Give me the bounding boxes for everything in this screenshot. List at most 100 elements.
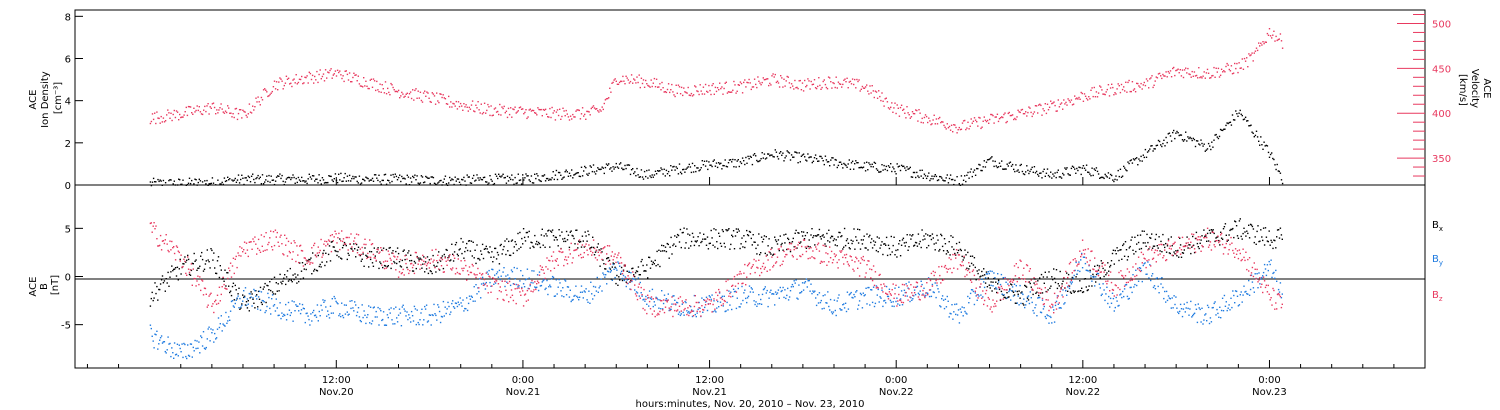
data-point: [357, 234, 360, 236]
data-point: [837, 164, 840, 167]
data-point: [264, 249, 266, 252]
data-point: [1120, 249, 1122, 251]
data-point: [403, 249, 405, 251]
data-point: [940, 233, 942, 236]
data-point: [1019, 111, 1021, 114]
data-point: [616, 269, 618, 271]
data-point: [274, 310, 277, 312]
data-point: [843, 79, 845, 81]
data-point: [1047, 289, 1049, 291]
data-point: [1262, 239, 1264, 242]
data-point: [436, 265, 438, 267]
data-point: [750, 156, 752, 158]
data-point: [246, 116, 248, 118]
data-point: [369, 250, 371, 253]
data-point: [1172, 131, 1174, 134]
data-point: [731, 234, 733, 236]
data-point: [382, 318, 384, 321]
data-point: [620, 270, 623, 273]
data-point: [212, 102, 215, 104]
data-point: [444, 256, 446, 258]
data-point: [168, 343, 170, 345]
data-point: [439, 93, 441, 95]
data-point: [602, 272, 604, 274]
data-point: [413, 176, 415, 179]
data-point: [1243, 227, 1245, 229]
data-point: [817, 302, 820, 304]
data-point: [1176, 130, 1178, 133]
data-point: [698, 170, 700, 172]
data-point: [397, 89, 400, 92]
data-point: [1056, 171, 1058, 174]
data-point: [625, 75, 627, 77]
data-point: [1062, 280, 1064, 282]
data-point: [1136, 284, 1138, 287]
data-point: [797, 232, 799, 234]
data-point: [1213, 66, 1215, 69]
data-point: [882, 305, 884, 308]
data-point: [1047, 315, 1049, 317]
data-point: [1105, 91, 1107, 93]
data-point: [1038, 175, 1040, 177]
data-point: [752, 234, 754, 236]
data-point: [913, 171, 916, 174]
data-point: [309, 324, 311, 326]
data-point: [490, 105, 492, 107]
data-point: [831, 87, 833, 89]
data-point: [452, 254, 455, 257]
data-point: [666, 173, 669, 175]
data-point: [1052, 278, 1054, 281]
data-point: [1252, 60, 1254, 62]
data-point: [701, 240, 703, 243]
data-point: [997, 279, 1000, 281]
data-point: [666, 88, 669, 91]
data-point: [537, 175, 539, 177]
data-point: [417, 321, 419, 324]
data-point: [1007, 283, 1009, 285]
data-point: [378, 91, 380, 93]
data-point: [536, 114, 538, 116]
data-point: [330, 68, 332, 70]
data-point: [1245, 290, 1247, 293]
data-point: [234, 108, 236, 110]
data-point: [399, 258, 402, 261]
data-point: [755, 301, 757, 303]
data-point: [1204, 235, 1206, 237]
data-point: [606, 270, 609, 272]
data-point: [339, 238, 341, 240]
data-point: [242, 251, 244, 253]
data-point: [465, 104, 467, 106]
data-point: [1091, 280, 1093, 282]
data-point: [1241, 114, 1243, 117]
data-point: [371, 243, 374, 245]
data-point: [1005, 297, 1007, 300]
data-point: [1095, 276, 1097, 278]
data-point: [880, 244, 882, 246]
data-point: [640, 292, 642, 294]
data-point: [295, 177, 297, 180]
data-point: [1119, 168, 1122, 170]
data-point: [967, 121, 969, 123]
data-point: [912, 112, 915, 115]
data-point: [841, 163, 843, 165]
data-point: [413, 99, 415, 101]
data-point: [281, 174, 283, 177]
data-point: [270, 92, 272, 94]
data-point: [947, 300, 949, 302]
data-point: [1172, 307, 1174, 309]
data-point: [299, 278, 302, 280]
data-point: [584, 165, 586, 168]
data-point: [482, 284, 485, 286]
data-point: [439, 321, 442, 324]
data-point: [1136, 82, 1138, 85]
data-point: [452, 300, 454, 302]
data-point: [473, 273, 475, 275]
data-point: [1254, 273, 1256, 275]
data-point: [1186, 301, 1188, 304]
data-point: [175, 275, 178, 277]
data-point: [832, 239, 835, 242]
data-point: [1206, 240, 1208, 242]
data-point: [321, 256, 323, 258]
data-point: [686, 92, 688, 94]
data-point: [1179, 310, 1181, 313]
